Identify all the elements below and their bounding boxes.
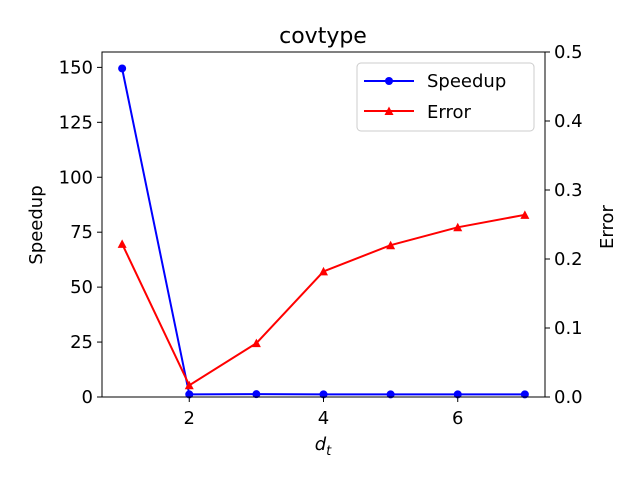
speedup-point — [520, 390, 529, 399]
chart-title: covtype — [279, 24, 367, 49]
y-left-tick-label: 50 — [70, 277, 93, 298]
x-tick-label: 2 — [184, 408, 195, 429]
error-point — [386, 240, 396, 250]
x-tick-label: 4 — [318, 408, 329, 429]
speedup-point — [319, 390, 328, 399]
y-left-tick-label: 75 — [70, 222, 93, 243]
speedup-point — [453, 390, 462, 399]
y-right-tick-label: 0.5 — [554, 42, 583, 63]
y-right-tick-label: 0.1 — [554, 318, 583, 339]
x-axis-label-subscript: t — [326, 444, 332, 459]
speedup-point — [185, 390, 194, 399]
y-left-tick-label: 100 — [59, 167, 93, 188]
speedup-point — [252, 390, 261, 399]
y-right-tick-label: 0.2 — [554, 249, 583, 270]
y-left-tick-label: 0 — [82, 387, 93, 408]
error-point — [251, 338, 261, 348]
error-point — [520, 210, 530, 219]
x-axis-label: dt — [315, 434, 332, 459]
speedup-point — [118, 64, 127, 73]
y-right-tick-label: 0.3 — [554, 180, 583, 201]
legend-error-label: Error — [427, 102, 471, 123]
legend-speedup-marker — [385, 77, 393, 85]
y-right-tick-label: 0.0 — [554, 387, 583, 408]
y-left-tick-label: 150 — [59, 57, 93, 78]
speedup-point — [386, 390, 395, 399]
error-point — [453, 222, 463, 232]
x-tick-label: 6 — [452, 408, 463, 429]
y-left-tick-label: 125 — [59, 112, 93, 133]
error-point — [117, 239, 127, 248]
y-axis-label-right: Error — [597, 204, 618, 248]
y-right-tick-label: 0.4 — [554, 111, 583, 132]
y-left-tick-label: 25 — [70, 332, 93, 353]
legend: Speedup Error — [356, 62, 535, 132]
error-point — [184, 380, 194, 390]
x-axis-label-base: d — [315, 434, 327, 455]
legend-speedup-label: Speedup — [427, 71, 506, 92]
y-axis-label-left: Speedup — [26, 185, 47, 264]
error-point — [319, 266, 328, 276]
legend-error-marker — [384, 106, 394, 115]
